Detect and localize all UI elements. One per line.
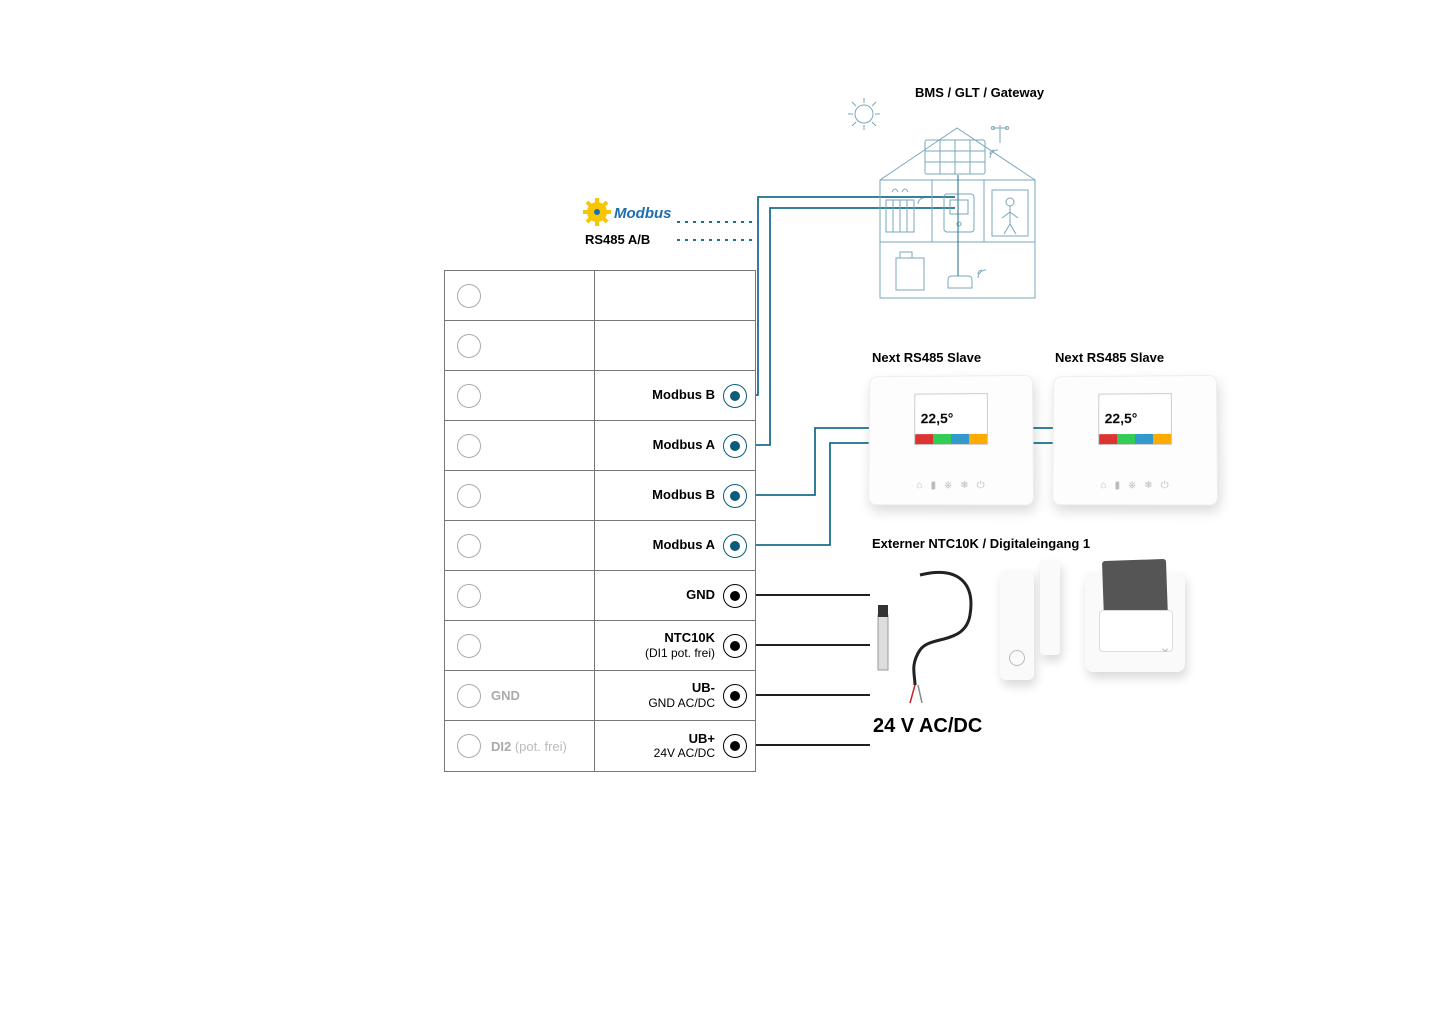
terminal-open-circle-icon [457, 484, 481, 508]
terminal-right-label: GND [686, 588, 715, 602]
terminal-open-circle-icon [457, 334, 481, 358]
terminal-ring-icon [723, 384, 747, 408]
terminal-left-cell [445, 521, 595, 570]
terminal-left-cell [445, 421, 595, 470]
terminal-open-circle-icon [457, 634, 481, 658]
terminal-open-circle-icon [457, 584, 481, 608]
device-temp: 22,5° [1105, 410, 1138, 426]
terminal-right-cell: NTC10K(DI1 pot. frei) [595, 621, 755, 670]
slave-device-1: 22,5° ⌂▮⎈❄⏻ [868, 375, 1034, 506]
terminal-left-cell [445, 321, 595, 370]
ntc-probe-icon [878, 572, 971, 703]
device-screen: 22,5° [914, 393, 988, 445]
slave1-label: Next RS485 Slave [872, 350, 981, 365]
terminal-right-label: Modbus B [652, 488, 715, 502]
device-button-row: ⌂▮⎈❄⏻ [868, 480, 1034, 491]
terminal-ring-icon [723, 634, 747, 658]
terminal-row: Modbus A [445, 521, 755, 571]
modbus-logo-icon [583, 198, 611, 226]
terminal-row: DI2 (pot. frei) UB+24V AC/DC [445, 721, 755, 771]
terminal-ring-icon [723, 584, 747, 608]
terminal-right-label: UB+24V AC/DC [654, 732, 715, 761]
terminal-row [445, 321, 755, 371]
terminal-right-cell: UB-GND AC/DC [595, 671, 755, 720]
slave-device-2: 22,5° ⌂▮⎈❄⏻ [1052, 375, 1218, 506]
terminal-right-label: Modbus B [652, 388, 715, 402]
terminal-left-cell [445, 271, 595, 320]
terminal-left-cell [445, 371, 595, 420]
device-screen: 22,5° [1098, 393, 1172, 445]
terminal-open-circle-icon [457, 384, 481, 408]
terminal-ring-icon [723, 734, 747, 758]
rs485-label: RS485 A/B [585, 232, 650, 247]
terminal-ring-icon [723, 434, 747, 458]
bms-house-diagram [880, 125, 1035, 298]
terminal-row: NTC10K(DI1 pot. frei) [445, 621, 755, 671]
terminal-left-label: DI2 (pot. frei) [491, 739, 567, 754]
terminal-open-circle-icon [457, 734, 481, 758]
terminal-left-label: GND [491, 688, 520, 703]
device-temp: 22,5° [921, 410, 954, 426]
terminal-right-cell: Modbus B [595, 471, 755, 520]
terminal-left-cell: DI2 (pot. frei) [445, 721, 595, 771]
bms-label: BMS / GLT / Gateway [915, 85, 1044, 100]
terminal-row: GND [445, 571, 755, 621]
terminal-row: Modbus B [445, 471, 755, 521]
keycard-holder-icon: ⌄ [1085, 572, 1185, 672]
device-button-row: ⌂▮⎈❄⏻ [1052, 480, 1218, 491]
terminal-right-label: Modbus A [653, 438, 715, 452]
terminal-right-cell [595, 271, 755, 320]
terminal-row [445, 271, 755, 321]
terminal-right-label: NTC10K(DI1 pot. frei) [645, 631, 715, 660]
terminal-right-cell: UB+24V AC/DC [595, 721, 755, 771]
window-contact-magnet-icon [1040, 560, 1060, 655]
terminal-row: GND UB-GND AC/DC [445, 671, 755, 721]
terminal-right-label: UB-GND AC/DC [648, 681, 715, 710]
modbus-logo-text: Modbus [614, 205, 672, 222]
terminal-open-circle-icon [457, 684, 481, 708]
terminal-row: Modbus A [445, 421, 755, 471]
terminal-right-cell: Modbus A [595, 521, 755, 570]
terminal-left-cell [445, 571, 595, 620]
terminal-open-circle-icon [457, 284, 481, 308]
terminal-right-cell: Modbus B [595, 371, 755, 420]
terminal-row: Modbus B [445, 371, 755, 421]
terminal-ring-icon [723, 484, 747, 508]
terminal-right-cell: Modbus A [595, 421, 755, 470]
terminal-open-circle-icon [457, 434, 481, 458]
terminal-ring-icon [723, 684, 747, 708]
ntc-section-label: Externer NTC10K / Digitaleingang 1 [872, 536, 1090, 551]
terminal-left-cell: GND [445, 671, 595, 720]
terminal-right-cell [595, 321, 755, 370]
power-label: 24 V AC/DC [873, 715, 982, 738]
terminal-right-cell: GND [595, 571, 755, 620]
terminal-left-cell [445, 471, 595, 520]
terminal-left-cell [445, 621, 595, 670]
terminal-right-label: Modbus A [653, 538, 715, 552]
terminal-block: Modbus B Modbus A Modbus B Modbus A GND NTC10… [444, 270, 756, 772]
terminal-ring-icon [723, 534, 747, 558]
window-contact-icon [1000, 570, 1034, 680]
slave2-label: Next RS485 Slave [1055, 350, 1164, 365]
terminal-open-circle-icon [457, 534, 481, 558]
